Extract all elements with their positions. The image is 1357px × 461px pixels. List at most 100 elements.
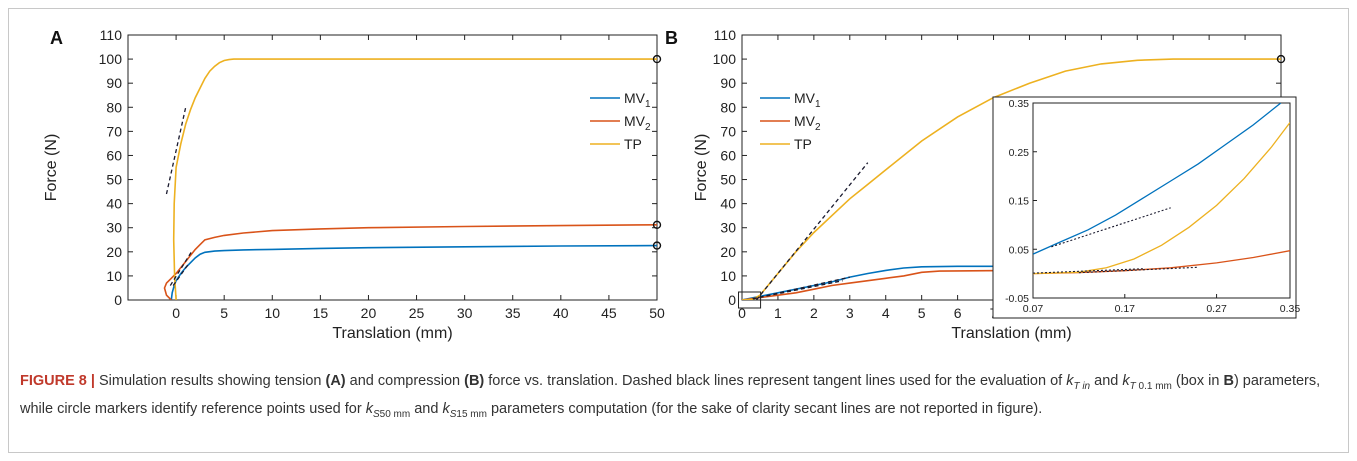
x-tick-label: 40 [553,305,569,321]
caption-text-7: and [410,400,443,417]
inset-background [992,96,1297,319]
x-tick-label: 25 [409,305,425,321]
x-axis-label: Translation (mm) [951,325,1071,342]
inset-series-line-mv1 [1033,103,1282,255]
tangent-line [752,280,843,300]
zoom-box [738,291,762,309]
x-tick-label: 2 [810,305,818,321]
x-tick-label: 3 [846,305,854,321]
y-tick-label: 80 [106,99,122,115]
y-tick-label: 0 [728,292,736,308]
x-tick-label: 20 [361,305,377,321]
tangent-line [165,107,187,195]
legend-label: MV1 [794,90,821,110]
x-tick-label: 6 [954,305,962,321]
series-line-mv2 [163,224,657,300]
x-axis-label: Translation (mm) [332,325,452,342]
y-axis-label: Force (N) [693,134,710,202]
y-tick-label: 100 [99,51,123,67]
legend: MV1 MV2 TP [590,90,651,152]
y-tick-label: 20 [106,244,122,260]
x-tick-label: 0 [738,305,746,321]
y-tick-label: 100 [713,51,737,67]
caption-k-t01: kT 0.1 mm [1122,373,1172,392]
reference-point-marker [1276,54,1286,64]
x-tick-label: 5 [220,305,228,321]
plot-lines [163,58,657,300]
caption-ref-b2: B [1223,373,1234,389]
series-line-tp [172,58,657,300]
x-tick-label: 35 [505,305,521,321]
reference-point-marker [652,54,662,64]
y-tick-label: 0 [114,292,122,308]
panel-label: A [50,28,63,48]
inset-y-tick-label: 0.05 [1009,244,1030,256]
x-tick-label: 4 [882,305,890,321]
caption-k-tin: kT in [1066,373,1091,392]
x-tick-label: 10 [264,305,280,321]
y-tick-label: 30 [106,220,122,236]
panel-A: 0 10 20 30 40 50 60 70 80 90 100 110 0 5 10 15 20 25 30 35 4… [43,27,665,342]
x-tick-label: 5 [918,305,926,321]
y-tick-label: 60 [106,147,122,163]
legend-label: MV2 [794,113,821,133]
panel-label: B [665,28,678,48]
inset-y-tick-label: -0.05 [1005,293,1029,305]
y-tick-label: 110 [714,27,737,43]
inset-x-tick-label: 0.27 [1206,303,1227,315]
y-tick-label: 70 [720,123,736,139]
caption-figure-label: FIGURE 8 | [20,373,95,389]
y-tick-label: 20 [720,244,736,260]
caption-text-6: ) parameters, while circle markers ident… [20,373,1321,417]
caption-k-s15: kS15 mm [442,400,487,420]
x-tick-label: 1 [774,305,782,321]
x-tick-label: 50 [649,305,665,321]
plot-area [127,34,658,301]
legend-label-sub: 1 [645,99,651,110]
series-line-mv1 [170,244,657,300]
legend-label-sub: 1 [815,99,821,110]
caption-ref-b: (B) [464,373,485,389]
legend-label: TP [624,136,642,152]
caption-ref-a: (A) [325,373,346,389]
caption-text-8: parameters computation (for the sake of … [486,400,1043,417]
x-tick-label: 30 [457,305,473,321]
y-axis-label: Force (N) [43,134,60,202]
legend-label-sub: 2 [645,122,651,133]
legend-label: MV1 [624,90,651,110]
caption-text-2: and compression [345,373,465,389]
inset-y-tick-label: 0.35 [1009,98,1030,110]
inset-series-line-tp [1033,122,1290,275]
x-tick-label: 15 [313,305,329,321]
legend-label: TP [794,136,812,152]
caption-text-4: and [1090,373,1123,389]
reference-point-marker [652,241,662,250]
caption-text-3: force vs. translation. Dashed black line… [484,373,1067,389]
y-tick-label: 50 [106,172,122,188]
y-tick-label: 60 [720,147,736,163]
x-tick-label: 45 [601,305,617,321]
figure-caption: FIGURE 8 | Simulation results showing te… [20,370,1340,426]
y-tick-label: 50 [720,172,736,188]
caption-k-s50: kS50 mm [365,400,411,420]
reference-point-marker [652,220,662,230]
y-tick-label: 40 [720,196,736,212]
legend-label-sub: 2 [815,122,821,133]
inset-y-tick-label: 0.25 [1009,147,1030,159]
inset-y-tick-label: 0.15 [1009,196,1030,208]
caption-text-5: (box in [1171,373,1224,389]
inset-zoom: -0.05 0.05 0.15 0.25 0.35 0.07 0.17 0.27 0.35 [992,96,1300,319]
y-tick-label: 70 [106,123,122,139]
legend-label: MV2 [624,113,651,133]
x-tick-label: 0 [172,305,180,321]
tangent-line [755,162,869,300]
y-tick-label: 80 [720,99,736,115]
y-tick-label: 40 [106,196,122,212]
y-tick-label: 110 [100,27,123,43]
y-tick-label: 10 [106,268,122,284]
caption-text-1: Simulation results showing tension [94,373,326,389]
y-tick-label: 30 [720,220,736,236]
tangent-line [172,263,190,286]
y-tick-label: 10 [720,268,736,284]
